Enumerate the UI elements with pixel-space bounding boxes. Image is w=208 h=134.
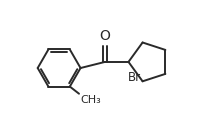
Text: CH₃: CH₃ bbox=[80, 95, 101, 105]
Text: O: O bbox=[100, 29, 110, 43]
Text: Br: Br bbox=[128, 71, 141, 84]
